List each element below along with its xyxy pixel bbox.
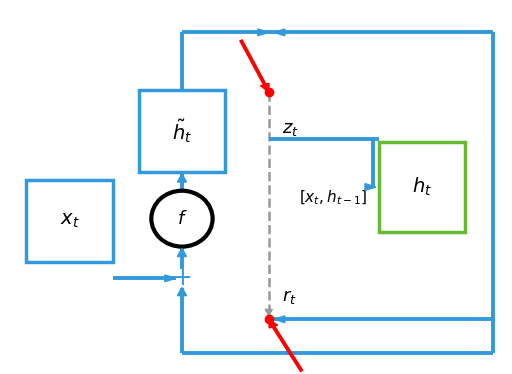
Polygon shape (177, 288, 186, 296)
Polygon shape (177, 248, 186, 257)
Polygon shape (274, 29, 285, 36)
Text: $h_t$: $h_t$ (412, 176, 432, 198)
Ellipse shape (152, 191, 212, 246)
Polygon shape (269, 319, 278, 328)
FancyBboxPatch shape (26, 180, 113, 261)
Polygon shape (258, 29, 269, 36)
Polygon shape (261, 83, 269, 92)
Text: $r_t$: $r_t$ (282, 288, 296, 306)
Polygon shape (177, 174, 186, 182)
FancyBboxPatch shape (139, 90, 225, 172)
Polygon shape (365, 184, 376, 190)
Text: $[x_t, h_{t-1}]$: $[x_t, h_{t-1}]$ (300, 189, 368, 207)
Text: $z_t$: $z_t$ (282, 120, 298, 138)
Text: $f$: $f$ (177, 210, 187, 228)
Polygon shape (274, 316, 285, 323)
Text: $x_t$: $x_t$ (60, 211, 79, 230)
Text: $+$: $+$ (173, 266, 191, 290)
Polygon shape (165, 275, 176, 282)
Polygon shape (265, 309, 272, 316)
Polygon shape (265, 89, 272, 96)
FancyBboxPatch shape (378, 142, 465, 232)
Text: $\tilde{h}_t$: $\tilde{h}_t$ (172, 117, 192, 145)
